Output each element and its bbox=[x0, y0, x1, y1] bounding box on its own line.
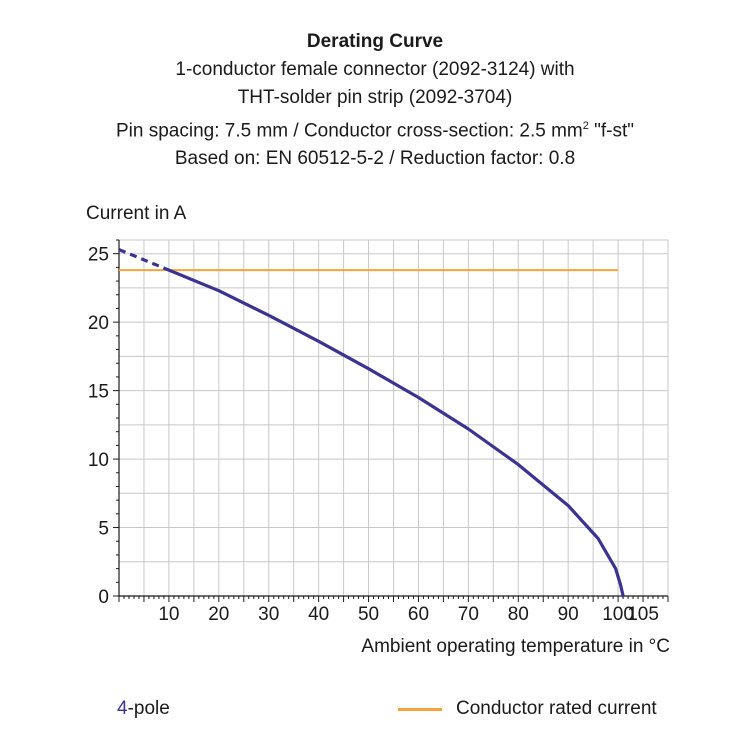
x-tick-label: 100 bbox=[602, 604, 634, 625]
chart-title: Derating Curve bbox=[306, 31, 444, 52]
x-tick-label: 10 bbox=[158, 604, 179, 625]
subtitle-line-3-suffix: "f-st" bbox=[588, 120, 634, 142]
legend-conductor-rated-current-text: Conductor rated current bbox=[456, 698, 657, 719]
y-tick-label: 25 bbox=[88, 245, 109, 266]
chart-subtitle-line-2: THT-solder pin strip (2092-3704) bbox=[237, 87, 513, 108]
y-tick-label: 10 bbox=[88, 450, 109, 471]
series-line-4-pole-dashed bbox=[118, 248, 170, 272]
x-tick-label: 70 bbox=[458, 604, 479, 625]
legend-item-conductor-rated-current: Conductor rated current bbox=[398, 698, 657, 720]
x-tick-label: 105 bbox=[627, 604, 659, 625]
title-block: Derating Curve 1-conductor female connec… bbox=[0, 28, 750, 173]
x-tick-label: 80 bbox=[508, 604, 529, 625]
legend-4-pole-number: 4 bbox=[117, 698, 128, 719]
y-tick-label: 20 bbox=[88, 313, 109, 334]
chart-subtitle-line-1: 1-conductor female connector (2092-3124)… bbox=[175, 59, 575, 80]
legend-orange-line-swatch bbox=[398, 707, 442, 711]
x-tick-label: 40 bbox=[308, 604, 329, 625]
y-axis-label: Current in A bbox=[86, 203, 187, 224]
x-tick-label: 60 bbox=[408, 604, 429, 625]
subtitle-superscript: 2 bbox=[582, 120, 589, 132]
legend-4-pole-text: -pole bbox=[127, 698, 170, 719]
legend-item-4-pole: 4-pole bbox=[117, 698, 170, 720]
subtitle-line-3-text: Pin spacing: 7.5 mm / Conductor cross-se… bbox=[115, 120, 583, 142]
y-tick-label: 5 bbox=[98, 519, 109, 540]
chart-subtitle-line-3: Pin spacing: 7.5 mm / Conductor cross-se… bbox=[0, 112, 750, 145]
x-axis-label: Ambient operating temperature in °C bbox=[361, 636, 670, 657]
x-tick-label: 90 bbox=[558, 604, 579, 625]
chart-subtitle-line-4: Based on: EN 60512-5-2 / Reduction facto… bbox=[174, 148, 576, 170]
x-tick-label: 20 bbox=[208, 604, 229, 625]
y-tick-label: 15 bbox=[88, 382, 109, 403]
x-tick-label: 50 bbox=[358, 604, 379, 625]
series-line-4-pole bbox=[167, 268, 625, 598]
x-tick-label: 30 bbox=[258, 604, 279, 625]
y-tick-label: 0 bbox=[98, 587, 109, 608]
